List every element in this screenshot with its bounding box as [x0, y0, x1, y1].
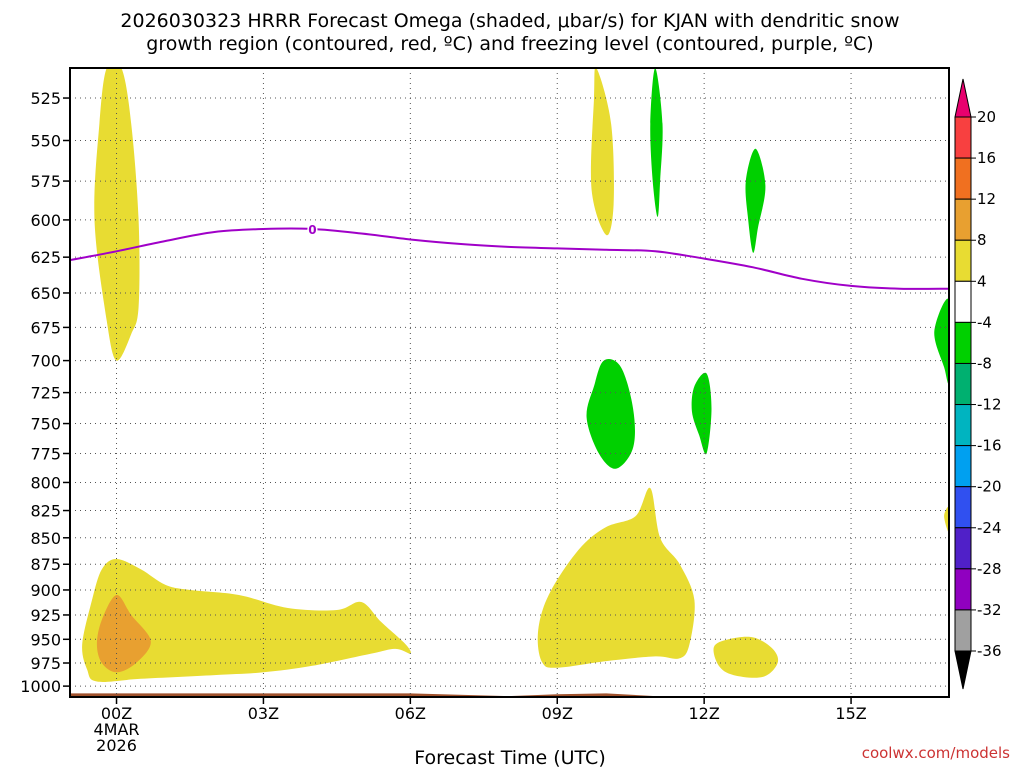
omega-region-8 — [650, 68, 663, 217]
colorbar-label-12: -28 — [977, 560, 1002, 578]
x-tick-label-0-3: 2026 — [96, 736, 137, 755]
y-tick-label-675: 675 — [30, 318, 61, 337]
colorbar-bottom-arrow — [954, 650, 972, 690]
omega-region-2 — [590, 68, 614, 236]
freezing-level-label: 0 — [308, 223, 316, 237]
colorbar-label-8: -12 — [977, 396, 1002, 414]
x-tick-label-12-1: 12Z — [688, 704, 719, 723]
colorbar-band-8 — [954, 404, 972, 447]
plot-area: 0 — [70, 68, 949, 697]
y-tick-label-850: 850 — [30, 529, 61, 548]
colorbar-label-10: -20 — [977, 478, 1002, 496]
colorbar-band-1 — [954, 116, 972, 159]
x-axis-label: Forecast Time (UTC) — [414, 747, 605, 768]
y-tick-label-900: 900 — [30, 581, 61, 600]
y-tick-label-700: 700 — [30, 352, 61, 371]
y-tick-label-525: 525 — [30, 89, 61, 108]
y-tick-label-650: 650 — [30, 284, 61, 303]
omega-region-4 — [96, 594, 151, 673]
chart-title-line-1: 2026030323 HRRR Forecast Omega (shaded, … — [120, 10, 899, 32]
omega-region-10 — [934, 298, 949, 384]
y-tick-label-875: 875 — [30, 555, 61, 574]
y-tick-label-550: 550 — [30, 131, 61, 150]
colorbar-band-6 — [954, 321, 972, 364]
colorbar-label-7: -8 — [977, 354, 992, 372]
omega-region-6 — [713, 636, 779, 678]
omega-region-11 — [586, 359, 635, 469]
colorbar-label-5: 4 — [977, 272, 987, 290]
colorbar-label-6: -4 — [977, 313, 992, 331]
colorbar-band-10 — [954, 486, 972, 529]
colorbar-label-1: 20 — [977, 108, 996, 126]
y-tick-label-800: 800 — [30, 473, 61, 492]
y-tick-label-600: 600 — [30, 211, 61, 230]
omega-region-1 — [94, 68, 140, 361]
y-tick-label-750: 750 — [30, 415, 61, 434]
colorbar-label-9: -16 — [977, 437, 1002, 455]
plot-inner: 0 — [70, 68, 949, 697]
omega-region-12 — [691, 372, 712, 455]
colorbar-label-14: -36 — [977, 642, 1002, 660]
chart-title-line-2: growth region (contoured, red, ºC) and f… — [146, 33, 873, 55]
colorbar-band-5 — [954, 280, 972, 323]
y-tick-label-825: 825 — [30, 502, 61, 521]
colorbar-label-2: 16 — [977, 149, 996, 167]
colorbar-band-2 — [954, 157, 972, 200]
x-tick-label-6-1: 06Z — [395, 704, 426, 723]
omega-region-5 — [537, 487, 695, 668]
omega-region-7 — [944, 506, 949, 533]
y-tick-label-1000: 1000 — [20, 677, 61, 696]
x-tick-label-9-1: 09Z — [542, 704, 573, 723]
y-tick-label-975: 975 — [30, 654, 61, 673]
colorbar: 20 16 12 8 4 -4 -8 -12 -16 -20 -24 -28 -32 -36 — [954, 78, 1002, 690]
x-tick-label-0-2: 4MAR — [93, 720, 139, 739]
colorbar-band-12 — [954, 568, 972, 611]
omega-region-9 — [745, 148, 766, 253]
plot-frame — [69, 67, 950, 698]
x-tick-label-15-1: 15Z — [835, 704, 866, 723]
colorbar-label-4: 8 — [977, 231, 987, 249]
colorbar-band-3 — [954, 198, 972, 241]
colorbar-label-3: 12 — [977, 190, 996, 208]
axes: 525 550 575 600 625 650 675 700 725 750 775 800 825 8… — [20, 67, 950, 755]
colorbar-band-13 — [954, 609, 972, 652]
colorbar-band-9 — [954, 445, 972, 488]
omega-region-3 — [82, 559, 411, 682]
y-tick-label-625: 625 — [30, 248, 61, 267]
colorbar-top-arrow — [954, 78, 972, 118]
credit-text: coolwx.com/models — [862, 744, 1010, 762]
x-tick-label-0-1: 00Z — [101, 704, 132, 723]
y-tick-label-575: 575 — [30, 172, 61, 191]
plot-background — [70, 68, 949, 697]
y-tick-label-775: 775 — [30, 444, 61, 463]
colorbar-label-13: -32 — [977, 601, 1002, 619]
y-tick-label-950: 950 — [30, 630, 61, 649]
x-tick-label-3-1: 03Z — [248, 704, 279, 723]
colorbar-label-11: -24 — [977, 519, 1002, 537]
y-tick-label-925: 925 — [30, 606, 61, 625]
freezing-level-line — [70, 227, 949, 290]
colorbar-band-7 — [954, 362, 972, 406]
colorbar-band-4 — [954, 239, 972, 282]
y-tick-label-725: 725 — [30, 384, 61, 403]
colorbar-band-11 — [954, 527, 972, 570]
